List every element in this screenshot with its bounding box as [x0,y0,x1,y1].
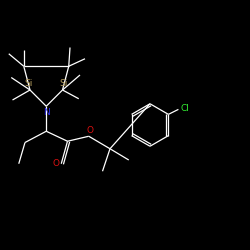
Text: O: O [52,159,59,168]
Text: N: N [43,108,50,117]
Text: Cl: Cl [181,104,190,112]
Text: Si: Si [24,78,33,88]
Text: Si: Si [60,78,68,88]
Text: O: O [86,126,94,135]
